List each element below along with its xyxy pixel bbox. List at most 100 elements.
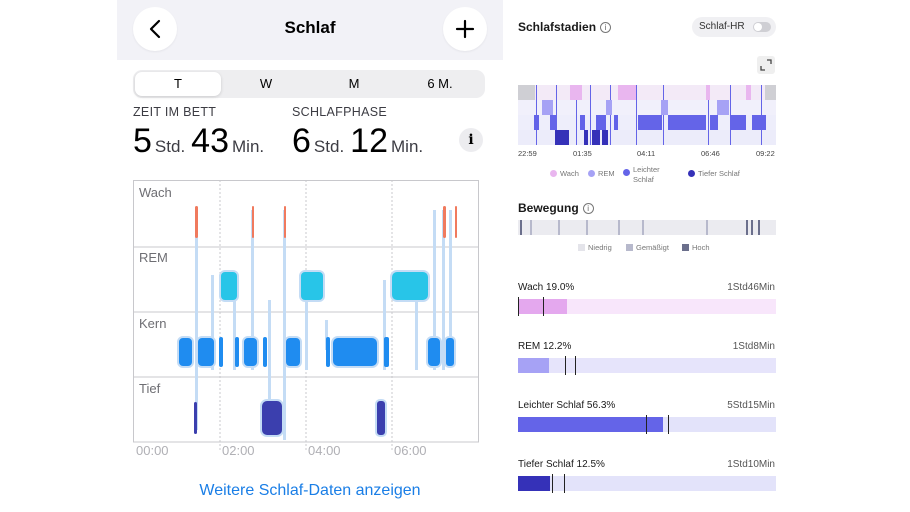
stages-light-segments xyxy=(534,115,766,130)
row-rem-marker-1 xyxy=(565,356,566,375)
time-in-bed-hours: 5 xyxy=(133,122,152,160)
row-awake-duration: 1Std46Min xyxy=(727,282,775,293)
sleep-phase-hours-unit: Std. xyxy=(313,137,345,156)
movement-title-text: Bewegung xyxy=(518,201,579,215)
plus-icon xyxy=(455,19,475,39)
time-label-0400: 04:00 xyxy=(308,443,341,458)
stages-section-title: Schlafstadien i xyxy=(518,20,612,34)
row-awake-marker-2 xyxy=(543,297,544,316)
period-segmented-control: T W M 6 M. xyxy=(133,70,485,98)
time-in-bed-hours-unit: Std. xyxy=(154,137,186,156)
legend-rem-label: REM xyxy=(598,169,615,178)
row-deep-duration: 1Std10Min xyxy=(727,459,775,470)
hypnogram-awake-segments xyxy=(195,206,457,238)
hypnogram-transitions xyxy=(195,210,452,440)
segment-week[interactable]: W xyxy=(259,76,273,91)
time-in-bed-minutes: 43 xyxy=(191,122,229,160)
sleep-hypnogram: Wach REM Kern Tief 00:00 02:00 04:00 06:… xyxy=(133,180,479,458)
row-deep-marker-2 xyxy=(564,474,565,493)
segment-six-months[interactable]: 6 M. xyxy=(427,76,453,91)
sleep-phase-hours: 6 xyxy=(292,122,311,160)
more-sleep-data-link[interactable]: Weitere Schlaf-Daten anzeigen xyxy=(199,482,421,499)
row-deep-marker-1 xyxy=(552,474,553,493)
hypnogram-grid xyxy=(133,180,479,450)
back-button[interactable] xyxy=(133,7,177,51)
row-rem-marker-2 xyxy=(575,356,576,375)
sleep-phase-minutes-unit: Min. xyxy=(391,137,424,156)
movement-low-label: Niedrig xyxy=(588,243,612,252)
stages-rem-segments xyxy=(542,100,729,115)
row-deep-fill xyxy=(518,476,551,491)
movement-legend-moderate: Gemäßigt xyxy=(626,243,669,252)
row-rem-label: REM 12.2% xyxy=(518,341,572,352)
segment-month[interactable]: M xyxy=(348,76,360,91)
stage-tick-0411: 04:11 xyxy=(637,149,656,158)
row-awake-label: Wach 19.0% xyxy=(518,282,575,293)
segment-day[interactable]: T xyxy=(135,72,221,96)
stage-label-deep: Tief xyxy=(139,381,161,396)
row-deep-label: Tiefer Schlaf 12.5% xyxy=(518,459,605,470)
sleep-stages-panel: Schlafstadien i Schlaf-HR xyxy=(510,0,783,512)
sleep-stages-chart xyxy=(518,85,776,145)
sleep-header: Schlaf xyxy=(117,0,503,60)
row-awake-bar xyxy=(518,297,776,316)
row-deep-bar xyxy=(518,474,776,493)
stage-tick-0646: 06:46 xyxy=(701,149,720,158)
row-light-fill xyxy=(518,417,664,432)
movement-moderate-label: Gemäßigt xyxy=(636,243,669,252)
legend-deep: Tiefer Schlaf xyxy=(688,169,740,178)
page-title: Schlaf xyxy=(284,18,336,37)
apple-sleep-panel: Schlaf T W M 6 M. ZEIT IM BETT 5 Std. 43… xyxy=(117,0,503,512)
hypnogram-core-segments xyxy=(177,336,456,368)
time-label-0000: 00:00 xyxy=(136,443,169,458)
stages-awake-segments xyxy=(518,85,776,100)
time-label-0200: 02:00 xyxy=(222,443,255,458)
hypnogram-rem-segments xyxy=(219,270,430,302)
add-button[interactable] xyxy=(443,7,487,51)
hypnogram-deep-segments xyxy=(194,399,387,437)
stages-deep-segments xyxy=(555,130,608,145)
stage-tick-0922: 09:22 xyxy=(756,149,775,158)
movement-high-label: Hoch xyxy=(692,243,710,252)
legend-deep-dot xyxy=(688,170,695,177)
info-button[interactable]: i xyxy=(459,128,483,152)
stage-tick-2259: 22:59 xyxy=(518,149,537,158)
movement-moderate-swatch xyxy=(626,244,633,251)
legend-light-dot xyxy=(623,169,630,176)
switch-knob xyxy=(754,23,762,31)
legend-light: Leichter Schlaf xyxy=(623,165,673,185)
legend-awake-label: Wach xyxy=(560,169,579,178)
expand-icon xyxy=(760,59,772,71)
row-rem-bar xyxy=(518,356,776,375)
row-rem-duration: 1Std8Min xyxy=(732,341,775,352)
row-light-marker-1 xyxy=(646,415,647,434)
row-rem-fill xyxy=(518,358,550,373)
stage-label-core: Kern xyxy=(139,316,166,331)
legend-light-label: Leichter Schlaf xyxy=(633,165,660,184)
chevron-left-icon xyxy=(149,19,161,39)
movement-legend-high: Hoch xyxy=(682,243,710,252)
legend-deep-label: Tiefer Schlaf xyxy=(698,169,740,178)
stage-label-rem: REM xyxy=(139,250,168,265)
stages-title-text: Schlafstadien xyxy=(518,20,597,34)
sleep-phase-minutes: 12 xyxy=(350,122,388,160)
time-in-bed-label: ZEIT IM BETT xyxy=(133,105,217,119)
movement-info-icon[interactable]: i xyxy=(582,202,594,214)
row-light-label: Leichter Schlaf 56.3% xyxy=(518,400,616,411)
time-in-bed-minutes-unit: Min. xyxy=(232,137,265,156)
legend-rem-dot xyxy=(588,170,595,177)
stage-tick-0135: 01:35 xyxy=(573,149,592,158)
legend-rem: REM xyxy=(588,169,615,178)
expand-button[interactable] xyxy=(757,56,775,74)
sleep-hr-toggle[interactable]: Schlaf-HR xyxy=(692,17,776,37)
row-light-bar xyxy=(518,415,776,434)
row-awake-fill xyxy=(518,299,568,314)
time-label-0600: 06:00 xyxy=(394,443,427,458)
row-light-duration: 5Std15Min xyxy=(727,400,775,411)
movement-high-swatch xyxy=(682,244,689,251)
sleep-phase-value: 6 Std. 12 Min. xyxy=(292,122,429,161)
stages-info-icon[interactable]: i xyxy=(600,21,612,33)
movement-section-title: Bewegung i xyxy=(518,201,594,215)
movement-strip xyxy=(518,220,776,235)
sleep-hr-switch[interactable] xyxy=(753,22,771,32)
